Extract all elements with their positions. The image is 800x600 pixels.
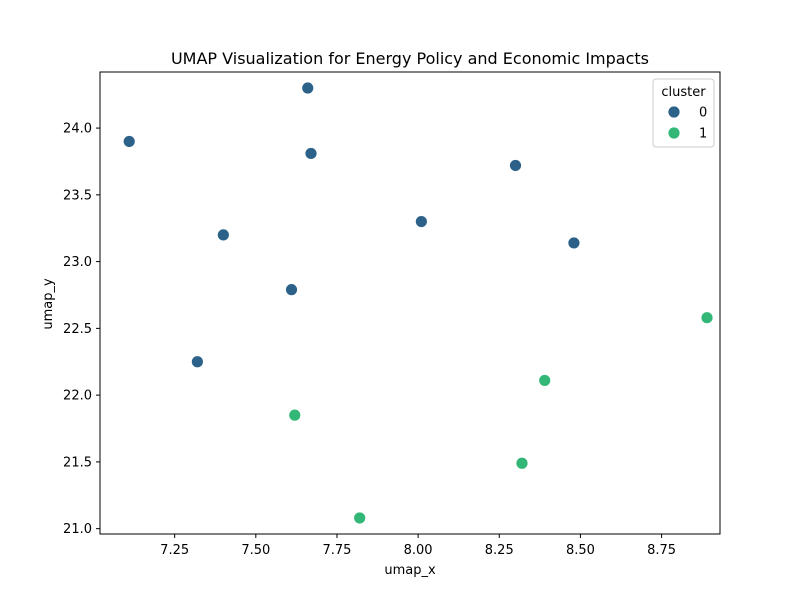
x-tick-label: 8.75 xyxy=(647,543,676,558)
x-tick-label: 8.00 xyxy=(404,543,433,558)
legend-marker-cluster-1 xyxy=(667,126,681,140)
y-tick-label: 22.5 xyxy=(63,322,92,337)
legend-title: cluster xyxy=(661,85,706,100)
scatter-point-cluster-1 xyxy=(353,511,367,525)
scatter-point-cluster-0 xyxy=(301,81,315,95)
y-axis-label: umap_y xyxy=(41,278,56,330)
legend-marker-cluster-0 xyxy=(667,105,681,119)
axes-frame xyxy=(99,71,721,535)
scatter-point-cluster-0 xyxy=(509,159,522,172)
scatter-point-cluster-0 xyxy=(122,135,136,148)
scatter-point-cluster-1 xyxy=(515,456,529,470)
legend-label-cluster-1: 1 xyxy=(699,127,707,142)
y-tick-label: 21.5 xyxy=(63,455,92,470)
legend: cluster 0 1 xyxy=(652,78,715,148)
scatter-point-cluster-0 xyxy=(190,355,204,369)
y-tick-label: 22.0 xyxy=(63,389,92,404)
x-tick-label: 7.50 xyxy=(241,543,270,558)
y-tick-label: 24.0 xyxy=(63,122,92,137)
legend-box xyxy=(652,78,715,148)
scatter-point-cluster-0 xyxy=(216,228,230,242)
y-tick-label: 23.5 xyxy=(63,188,92,203)
x-tick-label: 7.75 xyxy=(322,543,351,558)
scatter-point-cluster-1 xyxy=(700,311,714,325)
scatter-point-cluster-0 xyxy=(414,215,428,228)
x-axis-label: umap_x xyxy=(384,563,436,578)
x-tick-label: 7.25 xyxy=(160,543,189,558)
x-tick-label: 8.50 xyxy=(566,543,595,558)
scatter-point-cluster-0 xyxy=(567,236,581,250)
scatter-point-cluster-1 xyxy=(288,408,302,422)
plot-area: 7.25 7.50 7.75 8.00 8.25 8.50 8.75 21.0 21.5 22.0… xyxy=(63,71,721,558)
y-tick-label: 21.0 xyxy=(63,522,92,537)
scatter-point-cluster-1 xyxy=(538,374,552,387)
scatter-point-cluster-0 xyxy=(304,147,318,160)
x-tick-label: 8.25 xyxy=(485,543,514,558)
chart-title: UMAP Visualization for Energy Policy and… xyxy=(171,49,649,68)
legend-label-cluster-0: 0 xyxy=(699,106,707,121)
y-tick-label: 23.0 xyxy=(63,255,92,270)
scatter-point-cluster-0 xyxy=(285,283,298,297)
